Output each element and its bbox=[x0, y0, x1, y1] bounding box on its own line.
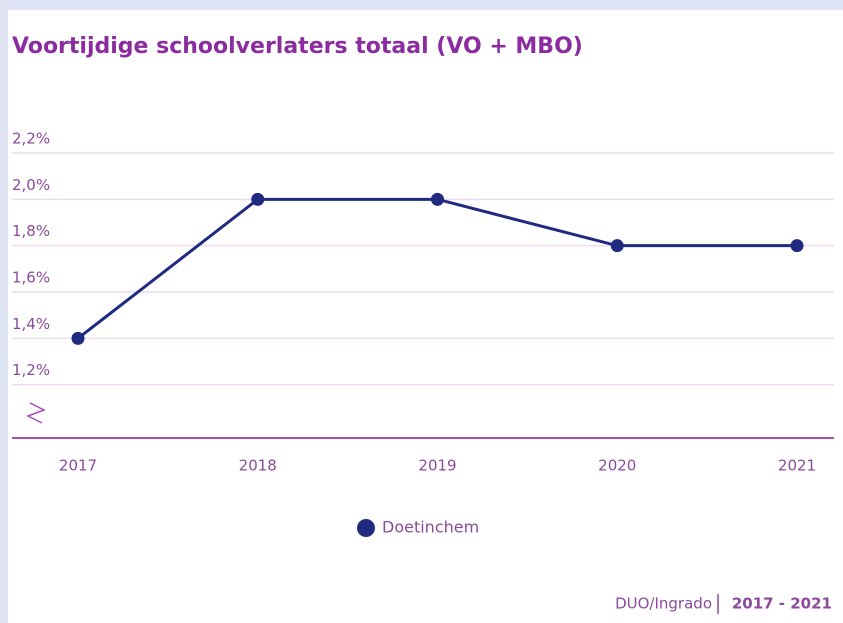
x-tick-label: 2020 bbox=[598, 457, 636, 475]
source: DUO/Ingrado bbox=[615, 595, 712, 613]
x-tick-label: 2017 bbox=[59, 457, 97, 475]
x-tick-label: 2018 bbox=[239, 457, 277, 475]
x-tick-label: 2019 bbox=[418, 457, 456, 475]
data-point bbox=[790, 239, 804, 253]
legend-label: Doetinchem bbox=[382, 518, 479, 537]
panel bbox=[8, 10, 843, 623]
legend-marker bbox=[357, 519, 375, 537]
y-tick-label: 1,6% bbox=[12, 269, 50, 287]
data-point bbox=[71, 331, 85, 345]
y-tick-label: 1,4% bbox=[12, 315, 50, 333]
axis-break bbox=[26, 402, 46, 424]
x-tick-label: 2021 bbox=[778, 457, 816, 475]
y-tick-label: 2,0% bbox=[12, 176, 50, 194]
y-tick-label: 2,2% bbox=[12, 130, 50, 148]
data-point bbox=[251, 192, 265, 206]
data-point bbox=[610, 239, 624, 253]
y-tick-label: 1,2% bbox=[12, 361, 50, 379]
y-tick-label: 1,8% bbox=[12, 222, 50, 240]
chart-title: Voortijdige schoolverlaters totaal (VO +… bbox=[12, 34, 583, 59]
data-point bbox=[431, 192, 444, 206]
period: 2017 - 2021 bbox=[732, 595, 832, 613]
